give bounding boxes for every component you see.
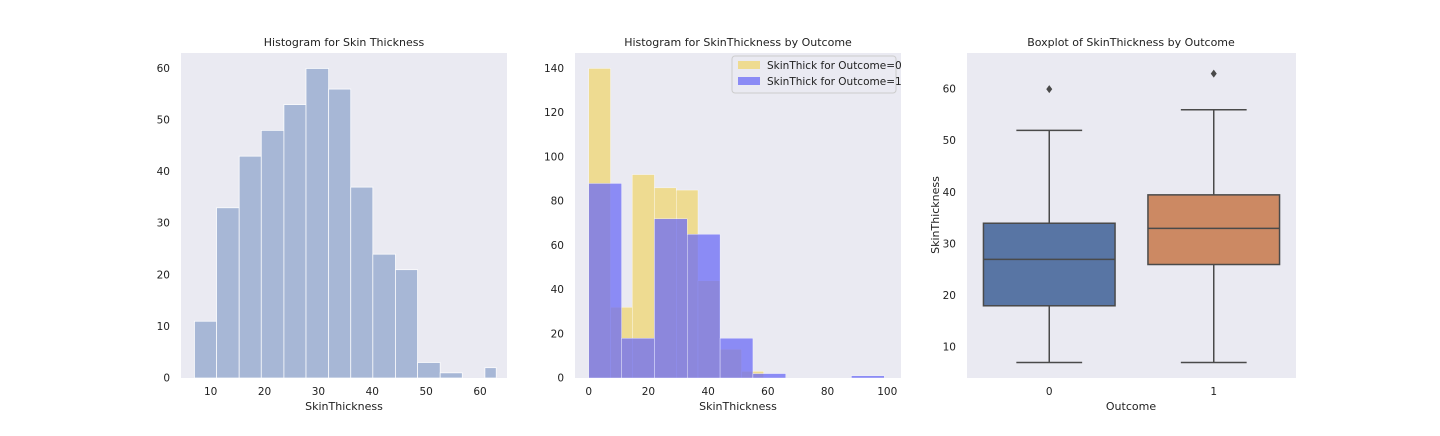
histogram-bar <box>851 375 885 379</box>
boxplot-boxes <box>982 69 1281 364</box>
x-axis-label: SkinThickness <box>305 400 383 413</box>
y-tick-label: 30 <box>943 238 956 250</box>
y-tick-label: 10 <box>943 342 956 354</box>
histogram-bar <box>395 269 418 379</box>
histogram-bars <box>588 68 885 379</box>
histogram-bar <box>305 68 330 379</box>
y-tick-label: 60 <box>551 240 564 252</box>
y-axis-label: SkinThickness <box>929 176 942 254</box>
interquartile-box <box>1147 194 1281 266</box>
histogram-bar <box>687 234 721 379</box>
outlier-marker <box>1210 69 1217 78</box>
chart-title: Histogram for Skin Thickness <box>264 36 425 49</box>
y-tick-label: 20 <box>157 269 170 281</box>
legend-frame <box>731 55 897 94</box>
interquartile-box <box>982 222 1116 307</box>
chart-title: Boxplot of SkinThickness by Outcome <box>1027 36 1235 49</box>
x-axis-label: SkinThickness <box>699 400 777 413</box>
box-outcome-0 <box>982 85 1116 364</box>
legend-swatch-outcome-1 <box>738 77 760 85</box>
x-axis-label: Outcome <box>1106 400 1156 413</box>
y-tick-label: 0 <box>557 373 564 385</box>
x-tick-label: 10 <box>204 386 217 398</box>
y-tick-labels: 0 20 40 60 80 100 120 140 <box>544 63 564 385</box>
box-outcome-1 <box>1147 69 1281 364</box>
histogram-bar <box>417 362 441 379</box>
y-tick-label: 100 <box>544 151 564 163</box>
outcome-histogram: 0 20 40 60 80 100 0 20 40 60 80 100 120 140 Histogra… <box>544 36 902 413</box>
histogram-bar <box>216 207 240 379</box>
y-tick-label: 40 <box>551 284 564 296</box>
x-tick-labels: 10 20 30 40 50 60 <box>204 386 487 398</box>
x-tick-label: 30 <box>312 386 325 398</box>
histogram-bar <box>621 338 655 379</box>
legend-swatch-outcome-0 <box>738 61 760 69</box>
x-tick-label: 1 <box>1210 386 1217 398</box>
x-tick-label: 80 <box>821 386 834 398</box>
y-tick-label: 60 <box>157 63 170 75</box>
chart-title: Histogram for SkinThickness by Outcome <box>624 36 852 49</box>
y-tick-label: 80 <box>551 196 564 208</box>
legend-label-outcome-0: SkinThick for Outcome=0 <box>767 60 902 72</box>
y-tick-label: 30 <box>157 218 170 230</box>
x-tick-label: 100 <box>877 386 897 398</box>
histogram-bar <box>588 183 622 379</box>
histogram-bar <box>719 338 754 379</box>
y-tick-label: 140 <box>544 63 564 75</box>
histogram-bar <box>654 218 688 379</box>
y-tick-label: 10 <box>157 321 170 333</box>
y-tick-labels: 0 10 20 30 40 50 60 <box>157 63 170 385</box>
y-tick-label: 40 <box>157 166 170 178</box>
y-tick-label: 40 <box>943 187 956 199</box>
histogram-bar <box>350 186 374 379</box>
histogram-bar <box>194 320 217 379</box>
skin-thickness-histogram: 10 20 30 40 50 60 0 10 20 30 40 50 60 Histogram for… <box>157 36 507 413</box>
x-tick-label: 60 <box>473 386 486 398</box>
x-tick-label: 40 <box>701 386 714 398</box>
y-tick-label: 20 <box>551 328 564 340</box>
y-tick-label: 120 <box>544 107 564 119</box>
legend-label-outcome-1: SkinThick for Outcome=1 <box>767 76 902 88</box>
x-tick-label: 20 <box>642 386 655 398</box>
y-tick-label: 20 <box>943 290 956 302</box>
x-tick-label: 0 <box>1046 386 1053 398</box>
y-tick-label: 60 <box>943 84 956 96</box>
histogram-bar <box>484 367 497 379</box>
x-tick-label: 0 <box>585 386 592 398</box>
y-tick-labels: 10 20 30 40 50 60 <box>943 84 956 354</box>
x-tick-labels: 0 20 40 60 80 100 <box>585 386 897 398</box>
histogram-bar <box>372 253 396 379</box>
histogram-bar <box>238 155 262 379</box>
y-tick-label: 50 <box>943 135 956 147</box>
histogram-bar <box>260 129 285 379</box>
x-tick-label: 40 <box>366 386 379 398</box>
y-tick-label: 50 <box>157 115 170 127</box>
legend: SkinThick for Outcome=0 SkinThick for Ou… <box>731 55 902 94</box>
histogram-bar <box>439 372 463 379</box>
x-tick-label: 20 <box>258 386 271 398</box>
y-tick-label: 0 <box>163 373 170 385</box>
x-tick-label: 50 <box>419 386 432 398</box>
histogram-bars <box>194 68 497 379</box>
histogram-bar <box>752 373 786 379</box>
outlier-marker <box>1046 85 1053 94</box>
histogram-bar <box>328 88 352 379</box>
histogram-bar <box>283 104 307 379</box>
x-tick-label: 60 <box>761 386 774 398</box>
